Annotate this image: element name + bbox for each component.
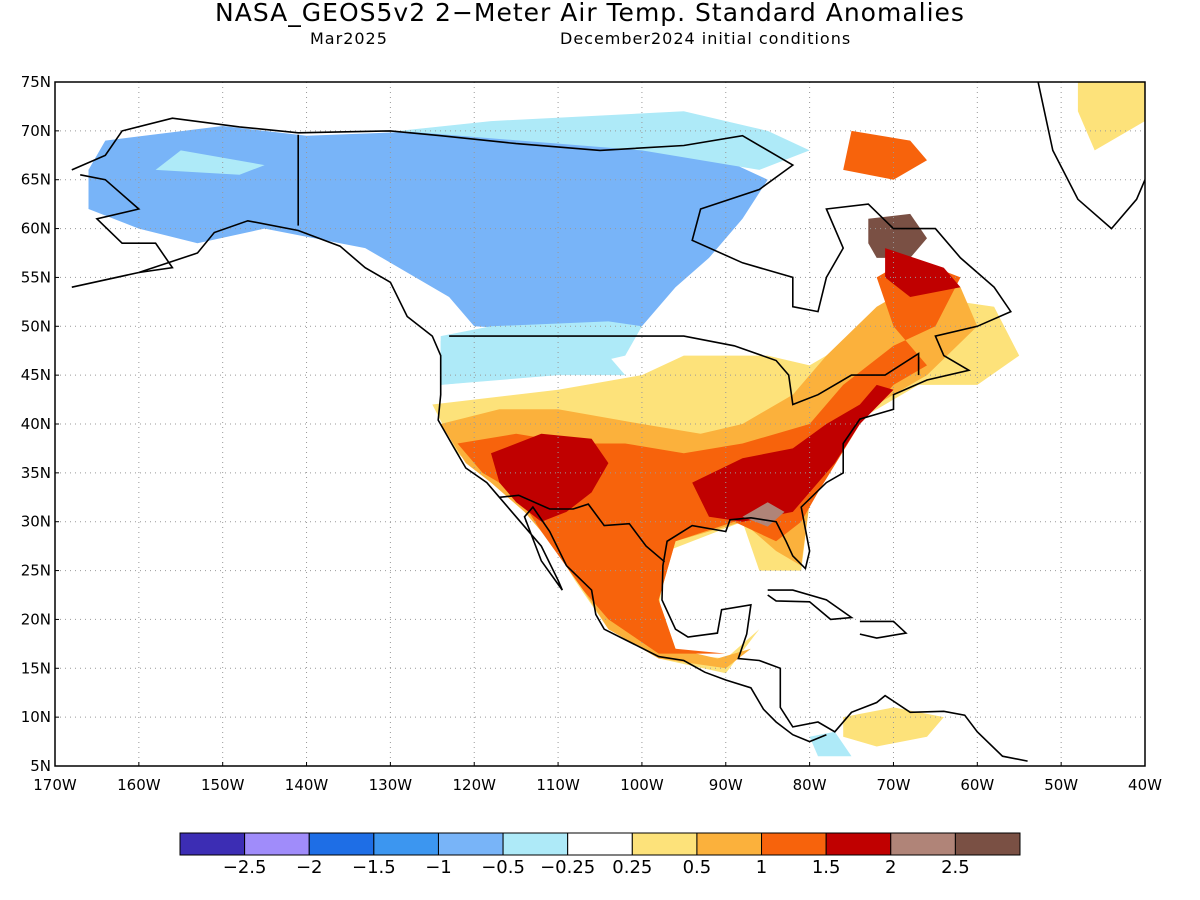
colorbar-swatch xyxy=(761,832,827,856)
hispaniola-coastline xyxy=(859,620,908,639)
colorbar-swatch xyxy=(954,832,1021,856)
colorbar-label: 0.5 xyxy=(683,857,712,878)
lon-tick-label: 80W xyxy=(793,776,827,794)
initial-conditions: December2024 initial conditions xyxy=(560,29,852,48)
cuba-coastline xyxy=(767,589,854,621)
colorbar-swatch xyxy=(179,832,246,856)
cold-anomaly-region xyxy=(88,126,768,332)
colorbar-swatch xyxy=(308,832,375,856)
axis-ticks: 75N 70N 65N 60N 55N 50N 45N 40N 35N 30N 25N 20N 15N 1… xyxy=(21,73,1162,794)
colorbar-label: −2 xyxy=(296,857,323,878)
lat-tick-label: 35N xyxy=(21,464,51,482)
lat-tick-label: 25N xyxy=(21,562,51,580)
lat-tick-label: 40N xyxy=(21,415,51,433)
map-frame xyxy=(54,81,1146,767)
cool-anomaly-region xyxy=(155,150,265,175)
colorbar-label: −1.5 xyxy=(352,857,396,878)
colorbar: −2.5 −2 −1.5 −1 −0.5 −0.25 0.25 0.5 1 1.5 2 2.5 xyxy=(179,832,1021,878)
lat-tick-label: 5N xyxy=(30,757,51,775)
lon-tick-label: 50W xyxy=(1044,776,1078,794)
colorbar-label: −0.25 xyxy=(540,857,595,878)
lon-tick-label: 70W xyxy=(877,776,911,794)
warm-anomaly-region xyxy=(843,707,944,747)
extreme-anomaly-region xyxy=(868,213,927,258)
east-coastline xyxy=(71,117,1028,762)
colorbar-label: 2.5 xyxy=(941,857,970,878)
lon-tick-label: 160W xyxy=(117,776,161,794)
us-mexico-border xyxy=(499,494,666,563)
lat-tick-label: 60N xyxy=(21,220,51,238)
lon-tick-label: 170W xyxy=(33,776,77,794)
lat-tick-label: 50N xyxy=(21,317,51,335)
extreme-anomaly-region xyxy=(742,502,785,527)
west-coastline xyxy=(71,219,827,743)
us-canada-border xyxy=(449,335,920,406)
lon-tick-label: 40W xyxy=(1128,776,1162,794)
cool-anomaly-region xyxy=(398,111,810,170)
lat-tick-label: 10N xyxy=(21,708,51,726)
lat-lon-grid xyxy=(55,82,1145,766)
colorbar-label: −0.5 xyxy=(481,857,525,878)
colorbar-swatch xyxy=(825,832,892,856)
hot-anomaly-region xyxy=(843,130,927,180)
valid-month: Mar2025 xyxy=(310,29,388,48)
lon-tick-label: 120W xyxy=(452,776,496,794)
colorbar-swatch xyxy=(437,832,504,856)
lat-tick-label: 75N xyxy=(21,73,51,91)
lon-tick-label: 90W xyxy=(709,776,743,794)
warm-anomaly-region xyxy=(1077,82,1145,151)
lon-tick-label: 100W xyxy=(620,776,664,794)
lon-tick-label: 60W xyxy=(960,776,994,794)
colorbar-label: 1.5 xyxy=(812,857,841,878)
lon-tick-label: 140W xyxy=(285,776,329,794)
lon-tick-label: 130W xyxy=(369,776,413,794)
colorbar-label: 2 xyxy=(885,857,896,878)
colorbar-swatch xyxy=(631,832,698,856)
alaska-coastline xyxy=(80,174,174,274)
lon-tick-label: 110W xyxy=(536,776,580,794)
lon-tick-label: 150W xyxy=(201,776,245,794)
colorbar-label: −1 xyxy=(425,857,452,878)
lat-tick-label: 70N xyxy=(21,122,51,140)
colorbar-swatch xyxy=(373,832,439,856)
lat-tick-label: 30N xyxy=(21,513,51,531)
hot-anomaly-region xyxy=(457,257,961,654)
colorbar-swatch xyxy=(567,832,633,856)
lat-tick-label: 55N xyxy=(21,268,51,286)
colorbar-label: 1 xyxy=(756,857,767,878)
colorbar-label: −2.5 xyxy=(223,857,267,878)
very-hot-anomaly-region xyxy=(491,433,609,522)
anomaly-shading xyxy=(88,82,1145,757)
colorbar-swatch xyxy=(696,832,763,856)
very-hot-anomaly-region xyxy=(885,248,961,297)
colorbar-swatch xyxy=(890,832,956,856)
lat-tick-label: 15N xyxy=(21,659,51,677)
greenland-coastline xyxy=(1037,82,1145,230)
map-title: NASA_GEOS5v2 2−Meter Air Temp. Standard … xyxy=(215,0,965,27)
cool-anomaly-region xyxy=(440,340,626,385)
colorbar-label: 0.25 xyxy=(612,857,652,878)
colorbar-swatch xyxy=(502,832,569,856)
lat-tick-label: 20N xyxy=(21,610,51,628)
lat-tick-label: 65N xyxy=(21,171,51,189)
coastlines xyxy=(71,82,1145,762)
lat-tick-label: 45N xyxy=(21,366,51,384)
very-hot-anomaly-region xyxy=(692,384,894,522)
colorbar-swatch xyxy=(244,832,310,856)
